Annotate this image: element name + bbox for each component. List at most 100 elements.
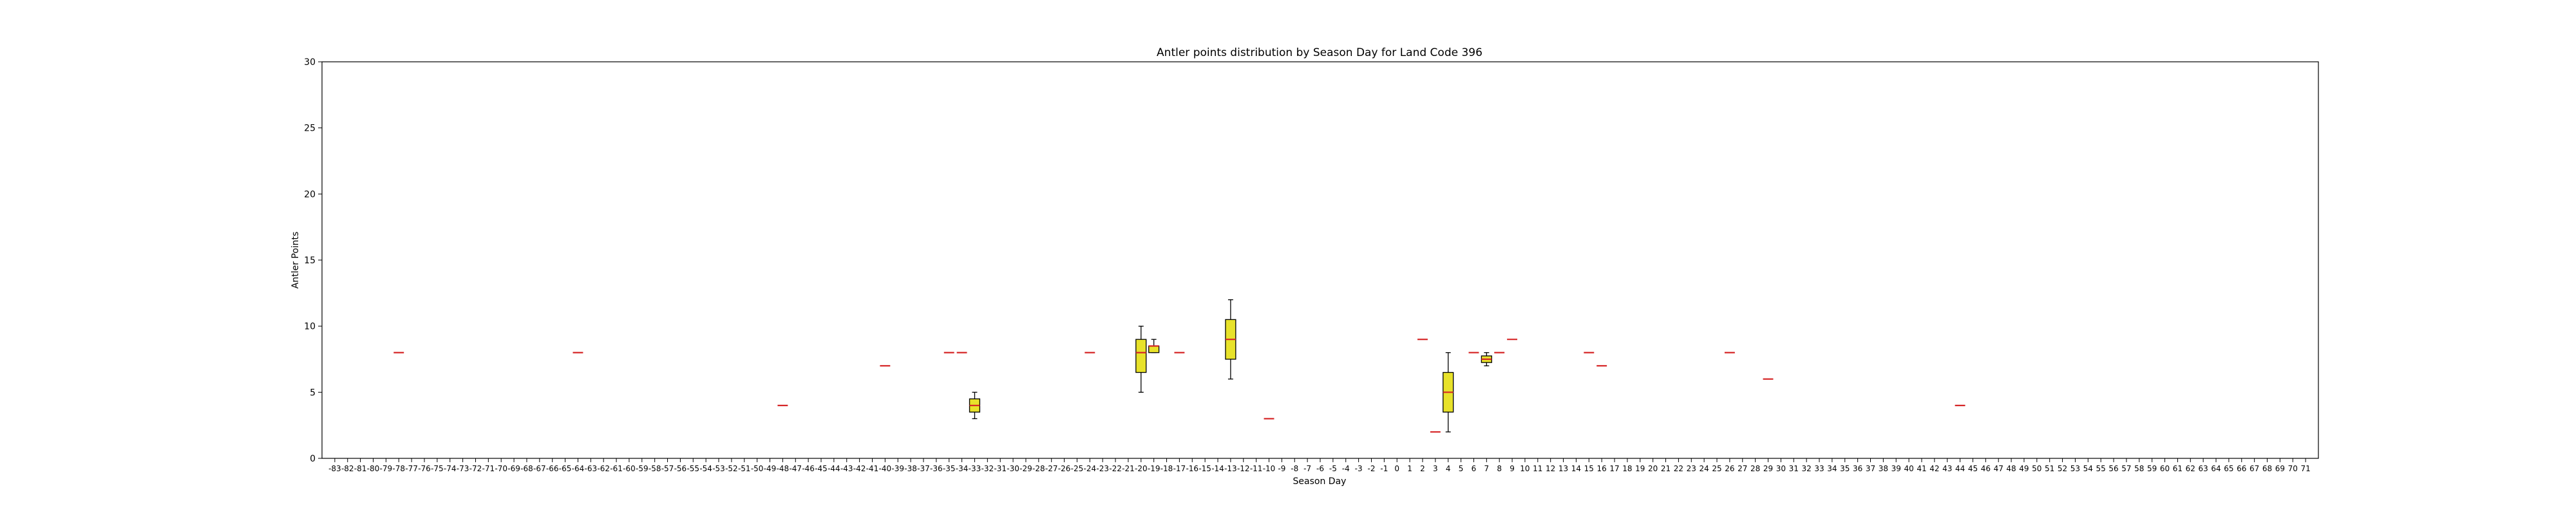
- box-body: [1148, 345, 1160, 353]
- x-tick-label: -55: [687, 464, 699, 473]
- x-tick-label: -27: [1045, 464, 1058, 473]
- x-tick-label: -14: [1211, 464, 1224, 473]
- y-tick-label: 15: [304, 256, 316, 266]
- x-tick-label: 39: [1891, 464, 1901, 473]
- x-tick-label: 10: [1520, 464, 1530, 473]
- x-tick-label: 64: [2211, 464, 2221, 473]
- x-tick-label: -18: [1160, 464, 1173, 473]
- x-tick-label: -23: [1096, 464, 1109, 473]
- box-body: [1135, 339, 1147, 373]
- x-tick-label: 2: [1420, 464, 1425, 473]
- x-tick-label: 23: [1687, 464, 1696, 473]
- x-tick-label: -62: [597, 464, 610, 473]
- x-tick-label: -66: [546, 464, 559, 473]
- x-tick-label: 5: [1459, 464, 1464, 473]
- x-axis: -83 -82 -81 -80 -79 -78 -77 -76 -75 -74 -73 -72 -71-…: [328, 458, 2311, 473]
- box-plot-group: [1148, 339, 1160, 353]
- x-tick-label: -81: [354, 464, 367, 473]
- x-tick-label: -13: [1224, 464, 1237, 473]
- x-tick-label: 11: [1533, 464, 1542, 473]
- x-tick-label: -24: [1084, 464, 1097, 473]
- x-tick-label: -22: [1109, 464, 1122, 473]
- x-axis-label: Season Day: [1293, 476, 1347, 487]
- x-tick-label: 68: [2262, 464, 2272, 473]
- x-tick-label: -52: [725, 464, 738, 473]
- x-tick-label: -3: [1355, 464, 1363, 473]
- x-tick-label: -8: [1291, 464, 1298, 473]
- x-tick-label: 16: [1597, 464, 1607, 473]
- x-tick-label: -70: [495, 464, 507, 473]
- x-tick-label: 61: [2173, 464, 2183, 473]
- x-tick-label: -2: [1368, 464, 1376, 473]
- x-tick-label: 40: [1904, 464, 1913, 473]
- x-tick-label: 1: [1407, 464, 1412, 473]
- box-plot-group: [1481, 352, 1492, 366]
- x-tick-label: 22: [1674, 464, 1683, 473]
- x-tick-label: 3: [1433, 464, 1438, 473]
- x-tick-label: -71: [482, 464, 495, 473]
- x-tick-label: -82: [341, 464, 354, 473]
- x-tick-label: -78: [392, 464, 405, 473]
- x-tick-label: -15: [1198, 464, 1211, 473]
- x-tick-label: -67: [533, 464, 546, 473]
- x-tick-label: 48: [2006, 464, 2016, 473]
- x-tick-label: 45: [1968, 464, 1978, 473]
- x-tick-label: -50: [751, 464, 764, 473]
- x-tick-label: 35: [1840, 464, 1850, 473]
- x-tick-label: 21: [1661, 464, 1671, 473]
- x-tick-label: -80: [367, 464, 380, 473]
- x-tick-label: 14: [1571, 464, 1581, 473]
- x-tick-label: 62: [2186, 464, 2195, 473]
- x-tick-label: -64: [572, 464, 585, 473]
- x-tick-label: -26: [1058, 464, 1071, 473]
- x-tick-label: 38: [1879, 464, 1888, 473]
- x-tick-label: 54: [2083, 464, 2093, 473]
- y-axis-label: Antler Points: [290, 232, 301, 289]
- x-tick-label: -61: [610, 464, 623, 473]
- x-tick-label: -1: [1380, 464, 1388, 473]
- x-tick-label: -5: [1329, 464, 1337, 473]
- x-tick-label: -68: [520, 464, 533, 473]
- box-plot-group: [1135, 326, 1147, 393]
- y-tick-label: 0: [310, 454, 316, 464]
- x-tick-label: -36: [930, 464, 943, 473]
- y-tick-label: 20: [304, 189, 316, 200]
- x-tick-label: -72: [469, 464, 482, 473]
- x-tick-label: 47: [1994, 464, 2003, 473]
- x-tick-label: -30: [1007, 464, 1019, 473]
- x-tick-label: 7: [1484, 464, 1490, 473]
- x-tick-label: -63: [585, 464, 598, 473]
- x-tick-label: -79: [380, 464, 393, 473]
- x-tick-label: -49: [764, 464, 777, 473]
- x-tick-label: -19: [1148, 464, 1160, 473]
- x-tick-label: -74: [444, 464, 457, 473]
- x-tick-label: -77: [405, 464, 418, 473]
- x-tick-label: -29: [1019, 464, 1032, 473]
- x-tick-label: -11: [1250, 464, 1263, 473]
- x-tick-label: -40: [879, 464, 892, 473]
- x-tick-label: 6: [1472, 464, 1477, 473]
- x-tick-label: 44: [1955, 464, 1965, 473]
- x-tick-label: 41: [1917, 464, 1926, 473]
- x-tick-label: -48: [777, 464, 790, 473]
- x-tick-label: 31: [1789, 464, 1799, 473]
- x-tick-label: 51: [2045, 464, 2054, 473]
- x-tick-label: -7: [1303, 464, 1311, 473]
- x-tick-label: 49: [2019, 464, 2029, 473]
- x-tick-label: -69: [507, 464, 520, 473]
- x-tick-label: 13: [1558, 464, 1568, 473]
- x-tick-label: -46: [802, 464, 815, 473]
- y-tick-label: 25: [304, 124, 316, 134]
- x-tick-label: 28: [1750, 464, 1760, 473]
- x-tick-label: 63: [2199, 464, 2208, 473]
- plot-area: [393, 299, 1965, 433]
- x-tick-label: 18: [1622, 464, 1632, 473]
- x-tick-label: 30: [1776, 464, 1786, 473]
- x-tick-label: -16: [1186, 464, 1198, 473]
- x-tick-label: -21: [1122, 464, 1135, 473]
- x-tick-label: 24: [1700, 464, 1709, 473]
- x-tick-label: 46: [1981, 464, 1991, 473]
- x-tick-label: -59: [636, 464, 649, 473]
- x-tick-label: -75: [431, 464, 444, 473]
